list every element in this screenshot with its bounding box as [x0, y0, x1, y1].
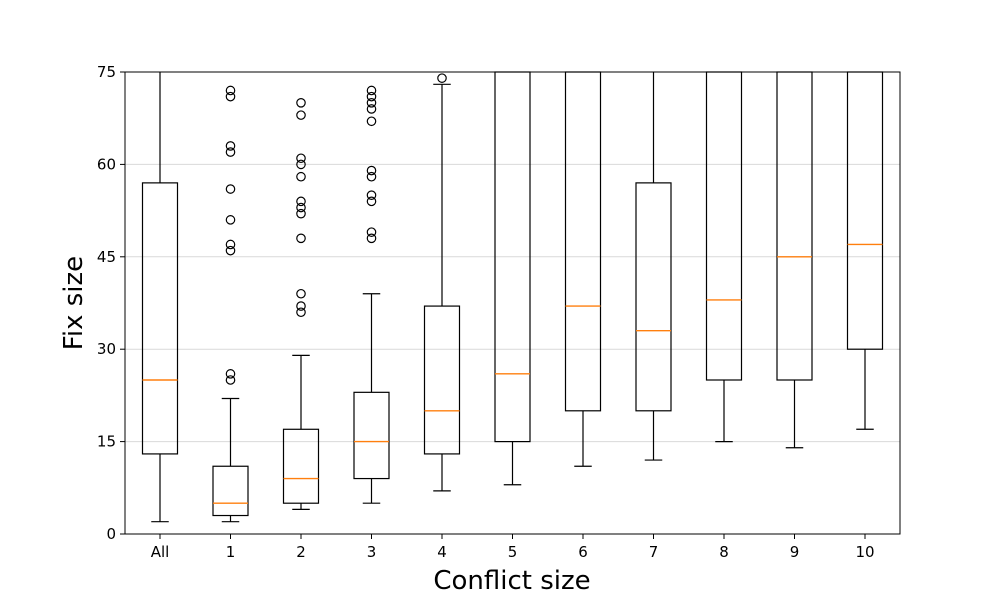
outlier-point — [366, 165, 377, 176]
outlier-point — [225, 91, 236, 102]
x-tick-label: 5 — [508, 543, 518, 561]
iqr-box — [635, 182, 672, 412]
outlier-point — [366, 85, 377, 96]
outlier-point — [225, 85, 236, 96]
outlier-point — [366, 171, 377, 182]
x-tick-label: 1 — [226, 543, 236, 561]
box-group-2 — [282, 98, 320, 510]
outlier-point — [296, 233, 306, 244]
x-tick-label: All — [151, 543, 170, 561]
iqr-box — [846, 71, 884, 350]
iqr-box — [282, 428, 320, 504]
outlier-point — [296, 307, 306, 318]
outlier-point — [366, 104, 377, 114]
iqr-box — [776, 71, 813, 381]
iqr-box — [353, 391, 390, 480]
box-group-1 — [212, 85, 249, 523]
y-tick-label: 75 — [97, 63, 116, 81]
x-tick-label: 2 — [296, 543, 306, 561]
outlier-point — [296, 98, 306, 108]
outlier-point — [366, 233, 377, 244]
x-tick-label: 10 — [855, 543, 874, 561]
box-group-7 — [635, 72, 672, 461]
iqr-box — [423, 305, 461, 455]
outlier-point — [296, 288, 306, 299]
x-axis-title: Conflict size — [433, 566, 590, 596]
outlier-point — [437, 73, 447, 83]
x-tick-label: 8 — [719, 543, 729, 561]
x-tick-label: 4 — [437, 543, 447, 561]
y-tick-label: 0 — [106, 525, 116, 543]
outlier-point — [225, 141, 236, 151]
y-tick-label: 60 — [97, 155, 116, 173]
outlier-point — [296, 196, 306, 207]
outlier-point — [366, 190, 377, 200]
y-tick-label: 15 — [97, 433, 116, 451]
outlier-point — [296, 153, 306, 164]
box-group-All — [141, 72, 179, 523]
box-group-9 — [776, 71, 813, 449]
outlier-point — [366, 116, 377, 127]
box-group-6 — [564, 71, 602, 467]
outlier-point — [366, 98, 377, 108]
outlier-point — [225, 215, 236, 225]
outlier-point — [296, 202, 306, 213]
box-group-3 — [353, 85, 390, 504]
outlier-point — [225, 184, 236, 194]
box-layer — [141, 71, 884, 523]
box-group-10 — [846, 71, 884, 430]
y-tick-label: 30 — [97, 340, 116, 358]
outlier-point — [366, 196, 377, 207]
x-tick-label: 9 — [790, 543, 800, 561]
x-tick-label: 6 — [578, 543, 588, 561]
outlier-point — [366, 227, 377, 237]
outlier-point — [225, 239, 236, 250]
grid-layer — [125, 163, 900, 443]
outlier-point — [296, 110, 306, 120]
box-group-4 — [423, 73, 461, 492]
outlier-point — [225, 375, 236, 385]
iqr-box — [212, 465, 249, 517]
outlier-point — [296, 301, 306, 311]
box-group-5 — [494, 71, 531, 486]
x-tick-label: 3 — [367, 543, 377, 561]
outlier-point — [296, 171, 306, 182]
y-tick-label: 45 — [97, 248, 116, 266]
outlier-point — [296, 208, 306, 219]
x-tick-label: 7 — [649, 543, 659, 561]
outlier-point — [366, 91, 377, 102]
outlier-point — [225, 245, 236, 256]
y-axis-title: Fix size — [59, 256, 89, 350]
outlier-point — [225, 147, 236, 157]
iqr-box — [564, 71, 602, 412]
outlier-point — [225, 369, 236, 379]
outlier-point — [296, 159, 306, 170]
iqr-box — [705, 71, 743, 381]
iqr-box — [141, 182, 179, 455]
